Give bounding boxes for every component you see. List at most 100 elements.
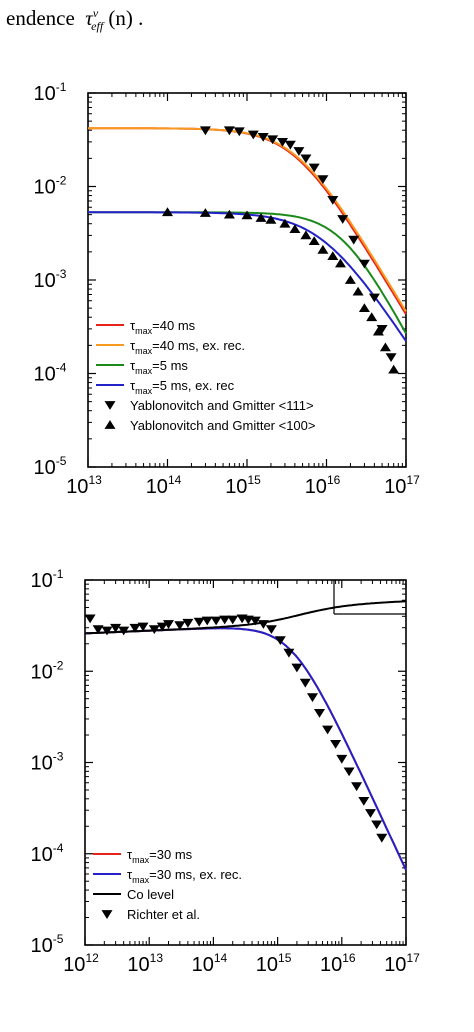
y-tick-label: 10-1 bbox=[31, 567, 64, 592]
y-tick-label: 10-3 bbox=[34, 267, 67, 292]
x-tick-label: 1014 bbox=[192, 951, 228, 976]
data-point-5 bbox=[241, 210, 253, 220]
legend-entry: Richter et al. bbox=[127, 907, 200, 922]
data-point-3 bbox=[92, 625, 104, 634]
data-point-5 bbox=[199, 208, 211, 217]
data-point-3 bbox=[129, 623, 141, 633]
data-point-3 bbox=[110, 623, 122, 633]
data-point-4 bbox=[233, 127, 245, 137]
x-tick-label: 1015 bbox=[256, 951, 292, 976]
data-point-4 bbox=[308, 163, 320, 173]
data-point-3 bbox=[118, 626, 130, 636]
data-point-3 bbox=[307, 693, 318, 703]
data-point-3 bbox=[322, 725, 334, 735]
series-line-2 bbox=[84, 600, 407, 635]
header-prefix: endence bbox=[6, 6, 75, 30]
data-point-3 bbox=[343, 767, 355, 777]
legend-entry: τmax=5 ms bbox=[130, 358, 188, 376]
x-tick-label: 1017 bbox=[384, 473, 420, 498]
series-line-1 bbox=[84, 627, 407, 871]
header-arg: (n) . bbox=[108, 6, 144, 30]
data-point-3 bbox=[376, 833, 388, 843]
header-text: endence τveff (n) . bbox=[6, 6, 143, 34]
data-point-4 bbox=[267, 135, 279, 145]
legend-entry: τmax=40 ms bbox=[130, 318, 196, 336]
data-point-5 bbox=[289, 224, 301, 233]
series-line-1 bbox=[88, 127, 407, 313]
data-point-5 bbox=[335, 258, 346, 268]
data-point-5 bbox=[372, 326, 384, 336]
data-point-3 bbox=[314, 709, 325, 718]
data-point-3 bbox=[182, 618, 194, 628]
header-tau: τveff bbox=[85, 6, 104, 34]
data-point-5 bbox=[279, 218, 291, 228]
x-tick-label: 1013 bbox=[66, 473, 102, 498]
legend-entry: Co level bbox=[127, 887, 174, 902]
data-point-4 bbox=[317, 175, 329, 184]
data-point-4 bbox=[293, 147, 305, 156]
data-point-5 bbox=[379, 342, 391, 352]
data-point-3 bbox=[336, 754, 348, 764]
data-point-5 bbox=[344, 275, 356, 284]
y-tick-label: 10-4 bbox=[34, 361, 67, 386]
legend-entry: Yablonovitch and Gmitter <111> bbox=[130, 398, 314, 413]
data-point-4 bbox=[199, 126, 211, 136]
y-tick-label: 10-1 bbox=[34, 80, 67, 105]
data-point-5 bbox=[308, 236, 320, 245]
data-point-3 bbox=[219, 615, 231, 625]
y-tick-label: 10-2 bbox=[31, 658, 64, 683]
data-point-3 bbox=[174, 621, 186, 631]
x-tick-label: 1015 bbox=[225, 473, 261, 498]
series-line-2 bbox=[88, 211, 407, 334]
data-point-3 bbox=[137, 622, 149, 632]
x-tick-label: 1016 bbox=[320, 951, 356, 976]
data-point-3 bbox=[365, 809, 376, 818]
data-point-5 bbox=[388, 364, 400, 374]
data-point-3 bbox=[274, 636, 286, 645]
data-point-4 bbox=[358, 259, 370, 269]
legend-entry: τmax=5 ms, ex. rec bbox=[130, 378, 235, 396]
data-point-5 bbox=[352, 286, 364, 296]
x-tick-label: 1017 bbox=[384, 951, 420, 976]
x-tick-label: 1013 bbox=[127, 951, 163, 976]
y-tick-label: 10-4 bbox=[31, 841, 64, 866]
data-point-3 bbox=[163, 620, 174, 629]
data-point-4 bbox=[223, 126, 235, 136]
data-point-5 bbox=[162, 207, 173, 217]
x-tick-label: 1012 bbox=[63, 951, 99, 976]
data-point-5 bbox=[255, 213, 267, 222]
x-tick-label: 1016 bbox=[305, 473, 341, 498]
data-point-3 bbox=[265, 625, 277, 634]
series-line-0 bbox=[84, 627, 407, 871]
data-point-3 bbox=[156, 622, 168, 632]
data-point-3 bbox=[351, 782, 363, 792]
y-tick-label: 10-2 bbox=[34, 174, 67, 199]
data-point-5 bbox=[300, 230, 312, 240]
data-point-3 bbox=[210, 616, 222, 626]
data-point-3 bbox=[358, 797, 370, 806]
legend-marker bbox=[101, 910, 113, 919]
data-point-5 bbox=[317, 244, 329, 254]
y-tick-label: 10-3 bbox=[31, 750, 64, 775]
data-point-3 bbox=[257, 620, 269, 629]
x-tick-label: 1014 bbox=[146, 473, 182, 498]
data-point-3 bbox=[330, 740, 342, 749]
series-line-0 bbox=[88, 127, 407, 315]
data-point-4 bbox=[257, 133, 269, 142]
legend-marker bbox=[104, 401, 116, 410]
data-point-4 bbox=[368, 293, 380, 303]
data-point-3 bbox=[84, 614, 96, 624]
data-point-5 bbox=[265, 214, 277, 224]
series-line-3 bbox=[88, 211, 407, 342]
data-point-3 bbox=[101, 626, 113, 636]
y-tick-label: 10-5 bbox=[34, 454, 67, 479]
data-point-3 bbox=[299, 678, 311, 688]
legend-entry: Yablonovitch and Gmitter <100> bbox=[130, 418, 316, 433]
data-point-5 bbox=[223, 209, 235, 219]
y-tick-label: 10-5 bbox=[31, 932, 64, 957]
data-point-4 bbox=[385, 353, 397, 362]
legend-entry: τmax=30 ms bbox=[127, 847, 193, 865]
data-point-3 bbox=[193, 617, 205, 627]
data-point-4 bbox=[348, 235, 360, 245]
